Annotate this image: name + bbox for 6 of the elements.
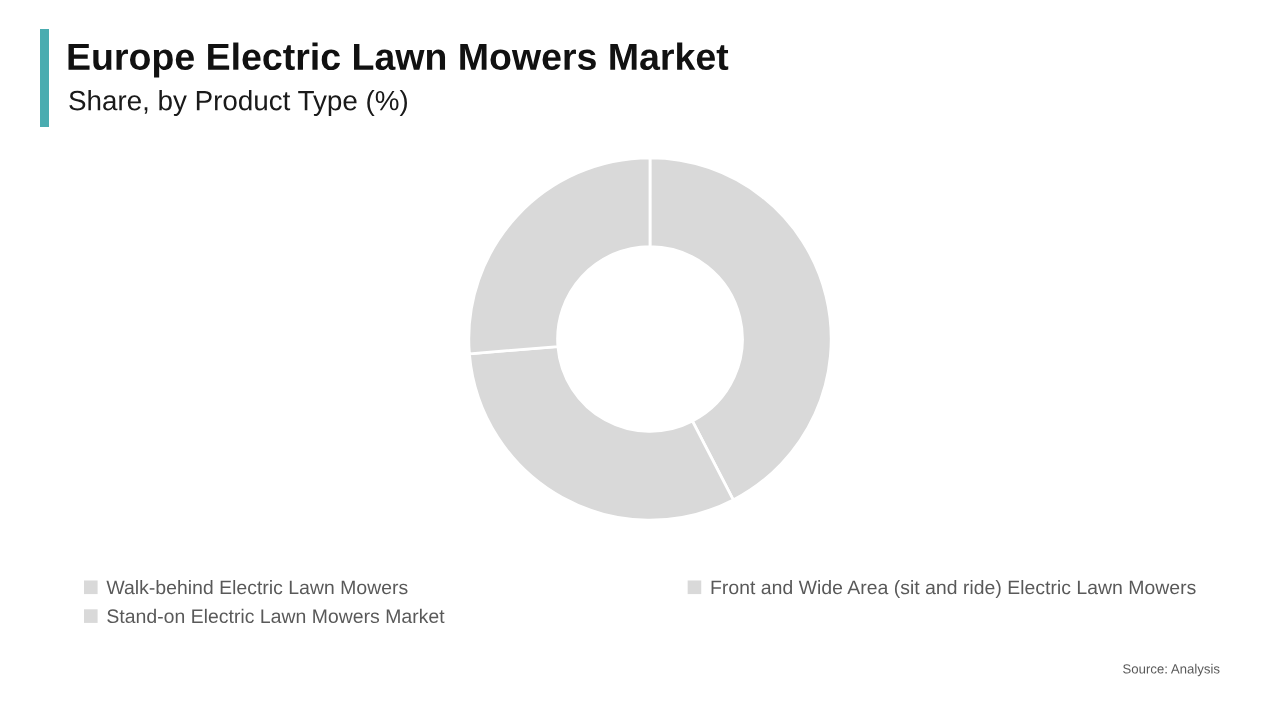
legend-label: Walk-behind Electric Lawn Mowers	[106, 580, 408, 595]
chart-subtitle: Share, by Product Type (%)	[69, 90, 407, 116]
legend-label: Front and Wide Area (sit and ride) Electric Lawn Mowers	[711, 580, 1196, 599]
source-note: Source: Analysis	[1123, 663, 1220, 677]
chart-title: Europe Electric Lawn Mowers Market	[68, 42, 729, 78]
legend-label: Stand-on Electric Lawn Mowers Market	[107, 608, 445, 624]
